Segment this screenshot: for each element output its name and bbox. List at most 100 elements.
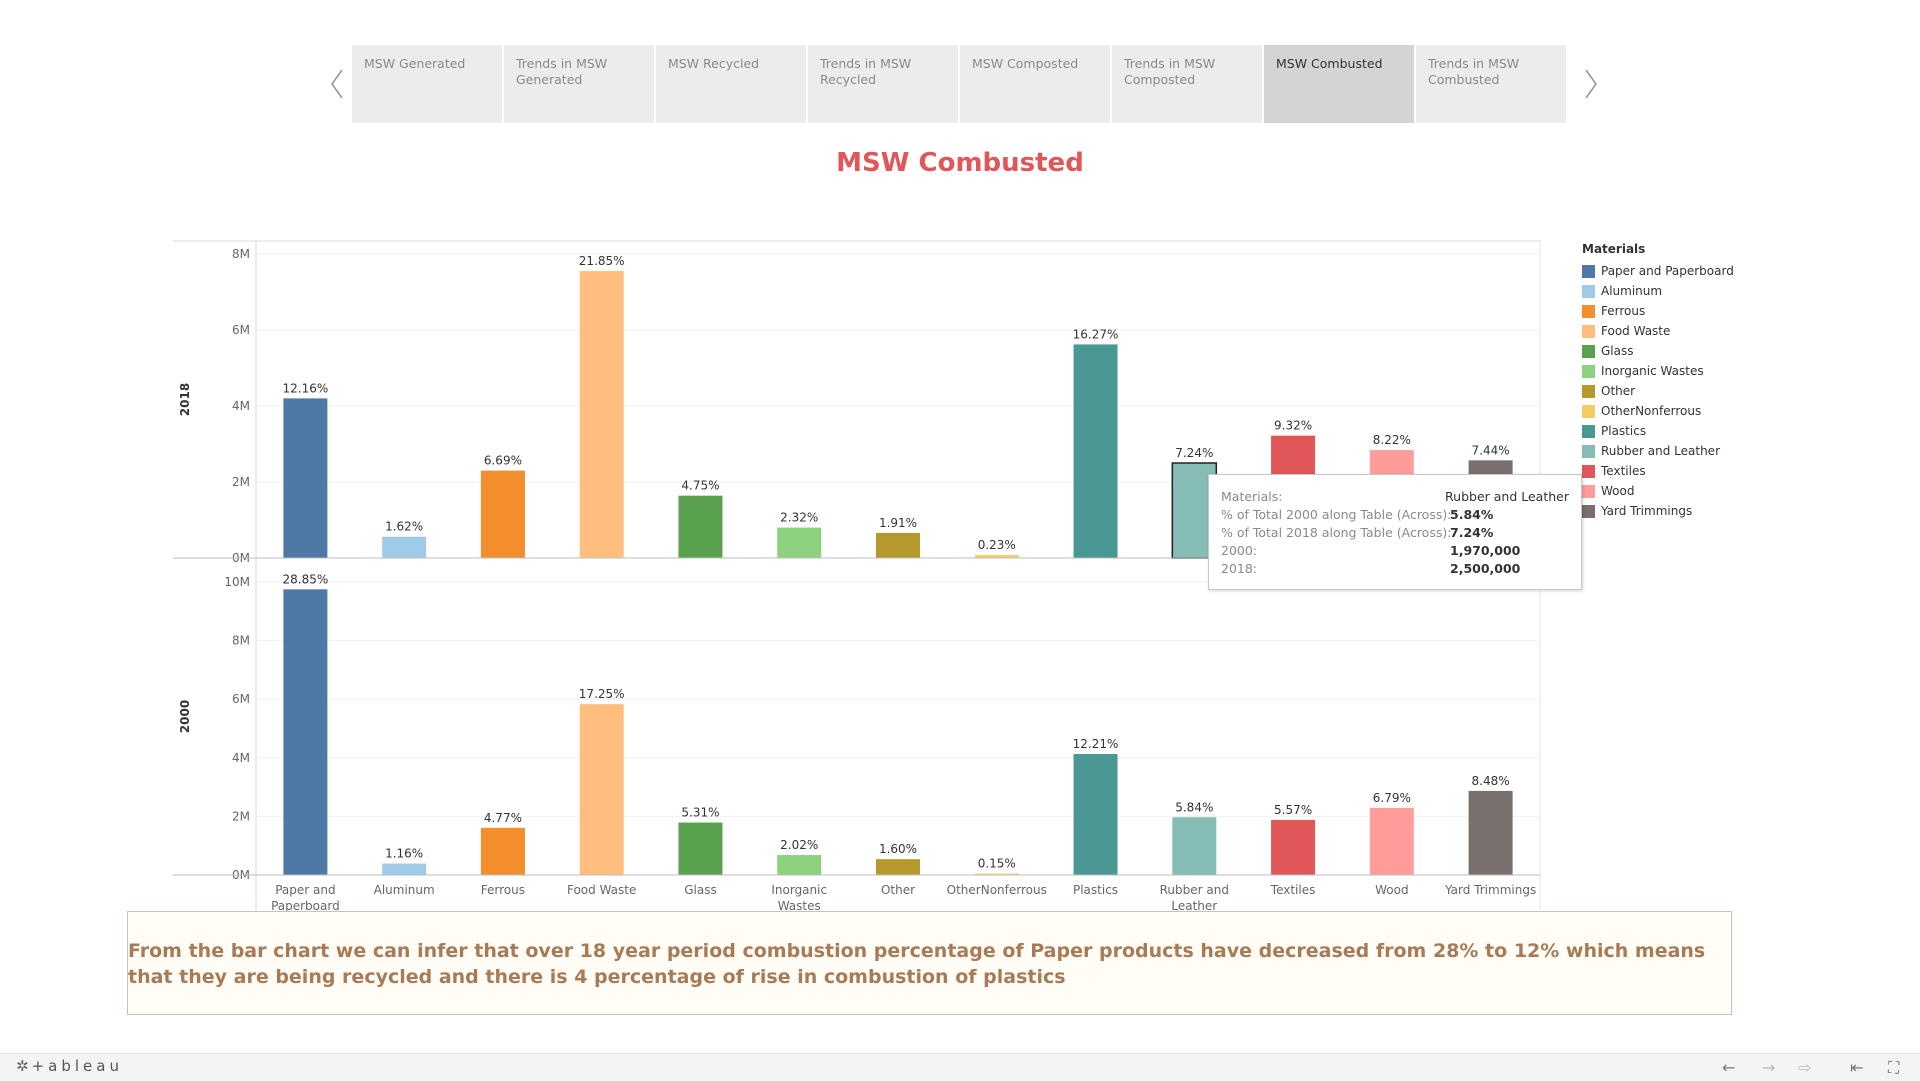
x-tick-label: Wood xyxy=(1375,883,1408,897)
legend-item[interactable]: Paper and Paperboard xyxy=(1582,261,1734,281)
bar xyxy=(283,398,328,558)
legend-label: Inorganic Wastes xyxy=(1601,364,1704,378)
bar xyxy=(678,822,723,875)
tableau-logo-text: +ableau xyxy=(31,1057,123,1075)
legend-item[interactable]: OtherNonferrous xyxy=(1582,401,1734,421)
data-label: 5.84% xyxy=(1175,800,1213,814)
data-label: 7.44% xyxy=(1472,443,1510,457)
materials-legend: Materials Paper and Paperboard Aluminum Fe… xyxy=(1582,242,1734,521)
legend-label: Other xyxy=(1601,384,1636,398)
y-tick-label: 8M xyxy=(232,634,250,648)
bar xyxy=(480,470,525,558)
x-tick-label: Plastics xyxy=(1073,883,1118,897)
x-tick-label: Yard Trimmings xyxy=(1444,883,1536,897)
legend-label: Plastics xyxy=(1601,424,1647,438)
legend-label: Yard Trimmings xyxy=(1601,504,1693,518)
data-label: 12.16% xyxy=(283,381,329,395)
legend-item[interactable]: Yard Trimmings xyxy=(1582,501,1734,521)
story-tab-msw-combusted[interactable]: MSW Combusted xyxy=(1264,45,1414,123)
tooltip-row-2018: 2018: 2,500,000 xyxy=(1221,560,1569,578)
bar xyxy=(579,704,624,875)
x-tick-label: Leather xyxy=(1171,899,1217,913)
bar xyxy=(777,527,822,558)
x-tick-label: Food Waste xyxy=(567,883,636,897)
tableau-toolbar: ✲ +ableau ← → ⇨ ⇤ ⛶ xyxy=(0,1053,1920,1081)
y-tick-label: 6M xyxy=(232,323,250,337)
previous-story-point-button[interactable] xyxy=(324,45,350,123)
tableau-logo[interactable]: ✲ +ableau xyxy=(16,1057,123,1075)
tooltip-value: 7.24% xyxy=(1450,525,1494,540)
legend-swatch xyxy=(1582,264,1595,278)
legend-item[interactable]: Glass xyxy=(1582,341,1734,361)
data-label: 6.79% xyxy=(1373,791,1411,805)
undo-back-icon[interactable]: ← xyxy=(1722,1058,1736,1077)
legend-item[interactable]: Inorganic Wastes xyxy=(1582,361,1734,381)
story-tab-trends-msw-combusted[interactable]: Trends in MSW Combusted xyxy=(1416,45,1566,123)
legend-item[interactable]: Textiles xyxy=(1582,461,1734,481)
legend-label: Wood xyxy=(1601,484,1635,498)
legend-swatch xyxy=(1582,444,1595,458)
legend-swatch xyxy=(1582,284,1595,298)
legend-item[interactable]: Wood xyxy=(1582,481,1734,501)
story-navigator: MSW Generated Trends in MSW Generated MS… xyxy=(324,45,1604,123)
x-tick-label: Aluminum xyxy=(374,883,435,897)
tooltip-value: 2,500,000 xyxy=(1450,561,1521,576)
y-tick-label: 4M xyxy=(232,751,250,765)
story-tab-msw-generated[interactable]: MSW Generated xyxy=(352,45,502,123)
legend-item[interactable]: Other xyxy=(1582,381,1734,401)
story-tab-msw-recycled[interactable]: MSW Recycled xyxy=(656,45,806,123)
data-label: 5.31% xyxy=(681,806,719,820)
story-tab-trends-msw-composted[interactable]: Trends in MSW Composted xyxy=(1112,45,1262,123)
x-tick-label: Ferrous xyxy=(481,883,525,897)
tooltip-value: 1,970,000 xyxy=(1450,543,1521,558)
legend-item[interactable]: Food Waste xyxy=(1582,321,1734,341)
legend-title: Materials xyxy=(1582,242,1646,256)
tooltip-value: 5.84% xyxy=(1450,507,1494,522)
bar xyxy=(1271,819,1316,875)
data-label: 1.16% xyxy=(385,847,423,861)
data-label: 16.27% xyxy=(1073,327,1119,341)
data-label: 17.25% xyxy=(579,687,625,701)
tooltip-row-materials: Materials: Rubber and Leather xyxy=(1221,488,1569,506)
tooltip-label: % of Total 2000 along Table (Across): xyxy=(1221,507,1452,522)
legend-label: Textiles xyxy=(1601,464,1646,478)
story-tab-msw-composted[interactable]: MSW Composted xyxy=(960,45,1110,123)
legend-item[interactable]: Plastics xyxy=(1582,421,1734,441)
x-tick-label: Paper and xyxy=(275,883,335,897)
bar xyxy=(1369,807,1414,875)
bar xyxy=(777,855,822,875)
bar xyxy=(1468,790,1513,875)
y-tick-label: 4M xyxy=(232,399,250,413)
share-icon[interactable]: ⇨ xyxy=(1798,1058,1812,1077)
fullscreen-icon[interactable]: ⛶ xyxy=(1888,1058,1900,1077)
x-tick-label: OtherNonferrous xyxy=(947,883,1047,897)
bar xyxy=(480,827,525,875)
legend-item[interactable]: Ferrous xyxy=(1582,301,1734,321)
revert-icon[interactable]: ⇤ xyxy=(1850,1058,1864,1077)
tableau-logo-icon: ✲ xyxy=(16,1057,29,1075)
legend-item[interactable]: Rubber and Leather xyxy=(1582,441,1734,461)
y-tick-label: 10M xyxy=(224,575,250,589)
bar-tooltip: Materials: Rubber and Leather % of Total… xyxy=(1208,474,1582,590)
tooltip-label: 2000: xyxy=(1221,543,1258,558)
story-tab-trends-msw-generated[interactable]: Trends in MSW Generated xyxy=(504,45,654,123)
next-story-point-button[interactable] xyxy=(1578,45,1604,123)
legend-swatch xyxy=(1582,384,1595,398)
legend-label: Rubber and Leather xyxy=(1601,444,1720,458)
legend-label: Food Waste xyxy=(1601,324,1671,338)
tooltip-value: Rubber and Leather xyxy=(1445,489,1569,504)
legend-swatch xyxy=(1582,484,1595,498)
bar xyxy=(382,536,427,558)
legend-item[interactable]: Aluminum xyxy=(1582,281,1734,301)
data-label: 1.62% xyxy=(385,520,423,534)
y-tick-label: 8M xyxy=(232,247,250,261)
legend-swatch xyxy=(1582,304,1595,318)
legend-swatch xyxy=(1582,464,1595,478)
legend-label: Aluminum xyxy=(1601,284,1663,298)
redo-forward-icon[interactable]: → xyxy=(1762,1058,1776,1077)
story-tab-trends-msw-recycled[interactable]: Trends in MSW Recycled xyxy=(808,45,958,123)
data-label: 1.91% xyxy=(879,516,917,530)
legend-label: Glass xyxy=(1601,344,1634,358)
data-label: 1.60% xyxy=(879,842,917,856)
data-label: 9.32% xyxy=(1274,419,1312,433)
